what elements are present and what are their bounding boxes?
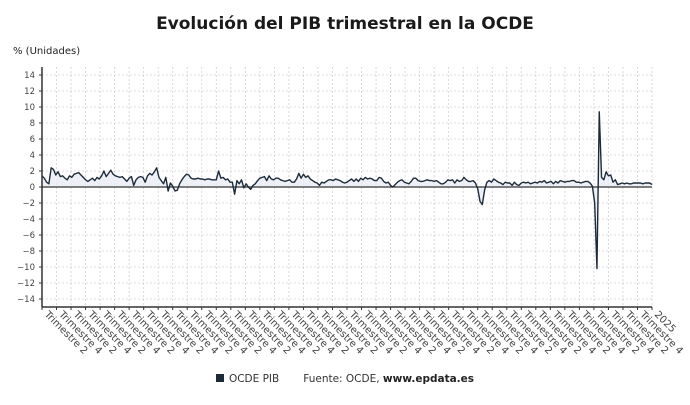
y-tick-label: −2 — [22, 199, 35, 209]
legend: OCDE PIB Fuente: OCDE, www.epdata.es — [0, 373, 690, 385]
y-tick-label: −14 — [17, 295, 35, 305]
legend-series-label: OCDE PIB — [228, 373, 280, 385]
chart-plot: 14 12 10 8 6 4 2 0 −2 −4 −6 −8 −10 −12 −14 Trimestre 2… — [17, 67, 685, 357]
y-tick-label: −8 — [22, 247, 35, 257]
y-tick-label: 8 — [30, 119, 35, 129]
chart-title: Evolución del PIB trimestral en la OCDE — [156, 14, 534, 34]
y-tick-label: 12 — [24, 87, 35, 97]
y-tick-label: 0 — [30, 183, 35, 193]
y-tick-label: −4 — [22, 215, 35, 225]
legend-swatch-icon — [215, 374, 224, 382]
y-tick-label: 6 — [30, 135, 35, 145]
series-line-ocde-pib — [41, 111, 653, 270]
y-axis-ticks: 14 12 10 8 6 4 2 0 −2 −4 −6 −8 −10 −12 −14 — [17, 71, 42, 305]
source-site: www.epdata.es — [382, 373, 475, 385]
y-tick-label: 2 — [30, 167, 35, 177]
y-tick-label: −12 — [17, 279, 35, 289]
grid-lines — [41, 67, 653, 307]
y-tick-label: −6 — [22, 231, 35, 241]
source-note: Fuente: OCDE, www.epdata.es — [303, 373, 474, 385]
y-tick-label: 10 — [24, 103, 35, 113]
y-tick-label: −10 — [17, 263, 35, 273]
y-tick-label: 14 — [24, 71, 35, 81]
source-prefix: Fuente: OCDE, — [303, 373, 383, 385]
y-tick-label: 4 — [30, 151, 35, 161]
y-axis-label: % (Unidades) — [13, 46, 81, 57]
